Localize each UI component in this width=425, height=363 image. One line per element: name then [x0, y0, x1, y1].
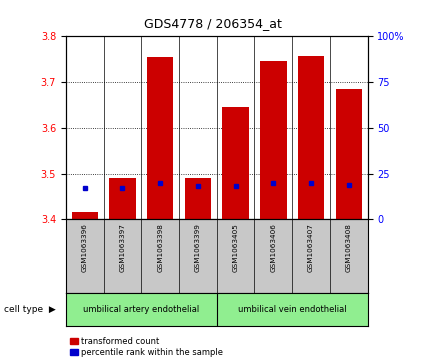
- Legend: transformed count, percentile rank within the sample: transformed count, percentile rank withi…: [70, 337, 223, 357]
- Text: GSM1063406: GSM1063406: [270, 223, 276, 272]
- Text: GSM1063399: GSM1063399: [195, 223, 201, 272]
- Bar: [222, 107, 249, 219]
- Bar: [147, 57, 173, 219]
- Text: umbilical artery endothelial: umbilical artery endothelial: [83, 305, 199, 314]
- Text: cell type  ▶: cell type ▶: [4, 305, 56, 314]
- Bar: [109, 178, 136, 219]
- Bar: [71, 212, 98, 219]
- Bar: [260, 61, 286, 219]
- Text: GSM1063405: GSM1063405: [232, 223, 238, 272]
- Text: umbilical vein endothelial: umbilical vein endothelial: [238, 305, 346, 314]
- Text: GSM1063407: GSM1063407: [308, 223, 314, 272]
- Text: GSM1063398: GSM1063398: [157, 223, 163, 272]
- Text: GSM1063408: GSM1063408: [346, 223, 352, 272]
- Text: GSM1063396: GSM1063396: [82, 223, 88, 272]
- Text: GSM1063397: GSM1063397: [119, 223, 125, 272]
- Bar: [298, 56, 324, 219]
- Bar: [336, 89, 362, 219]
- Text: GDS4778 / 206354_at: GDS4778 / 206354_at: [144, 17, 281, 30]
- Bar: [185, 178, 211, 219]
